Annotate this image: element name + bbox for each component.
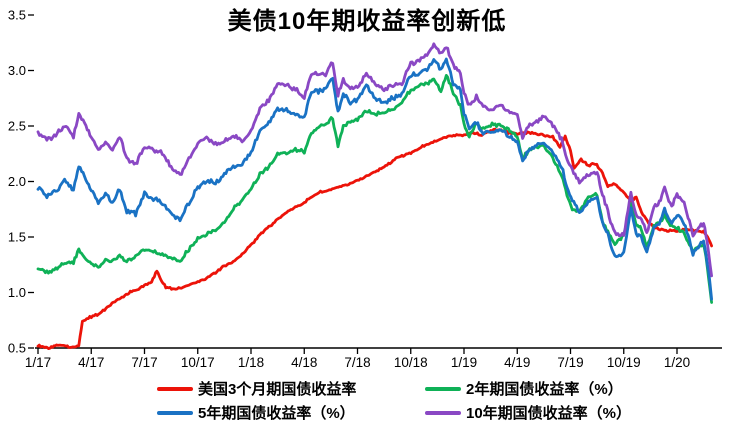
x-tick-label: 7/19: [557, 355, 583, 370]
x-tick-label: 7/17: [131, 355, 157, 370]
series-line-5y: [36, 57, 713, 301]
x-tick-label: 10/18: [394, 355, 428, 370]
x-tick-label: 1/20: [664, 355, 690, 370]
legend-label-5y: 5年期国债收益率（%）: [198, 405, 355, 422]
legend-item-2y: 2年期国债收益率（%）: [425, 378, 631, 399]
chart-legend: 美国3个月期国债收益率 2年期国债收益率（%） 5年期国债收益率（%） 10年期国债收…: [157, 378, 631, 422]
x-tick-label: 7/18: [344, 355, 370, 370]
legend-label-2y: 2年期国债收益率（%）: [466, 381, 623, 398]
x-tick-label: 1/18: [238, 355, 264, 370]
x-tick-label: 10/17: [181, 355, 215, 370]
x-tick-label: 4/19: [504, 355, 530, 370]
series-line-10y: [36, 42, 713, 278]
y-tick-label: 0.5: [8, 341, 26, 356]
legend-swatch-2y: [425, 386, 461, 391]
x-tick-label: 1/19: [451, 355, 477, 370]
y-tick-label: 3.5: [8, 8, 26, 23]
series-line-2y: [36, 74, 713, 304]
legend-label-10y: 10年期国债收益率（%）: [466, 405, 632, 422]
x-tick-label: 4/18: [291, 355, 317, 370]
legend-item-us-3m: 美国3个月期国债收益率: [157, 378, 425, 399]
series-line-us-3m: [36, 127, 713, 351]
legend-swatch-us-3m: [157, 386, 193, 391]
x-tick-label: 4/17: [78, 355, 104, 370]
y-tick-label: 3.0: [8, 63, 26, 78]
y-tick-label: 1.0: [8, 285, 26, 300]
x-tick-label: 1/17: [25, 355, 51, 370]
y-tick-label: 2.5: [8, 119, 26, 134]
y-tick-label: 1.5: [8, 230, 26, 245]
legend-label-us-3m: 美国3个月期国债收益率: [198, 381, 357, 398]
legend-swatch-5y: [157, 410, 193, 415]
x-tick-label: 10/19: [607, 355, 641, 370]
legend-item-5y: 5年期国债收益率（%）: [157, 402, 425, 422]
y-tick-label: 2.0: [8, 174, 26, 189]
legend-swatch-10y: [425, 410, 461, 415]
legend-item-10y: 10年期国债收益率（%）: [425, 402, 631, 422]
chart-title: 美债10年期收益率创新低: [227, 8, 507, 35]
